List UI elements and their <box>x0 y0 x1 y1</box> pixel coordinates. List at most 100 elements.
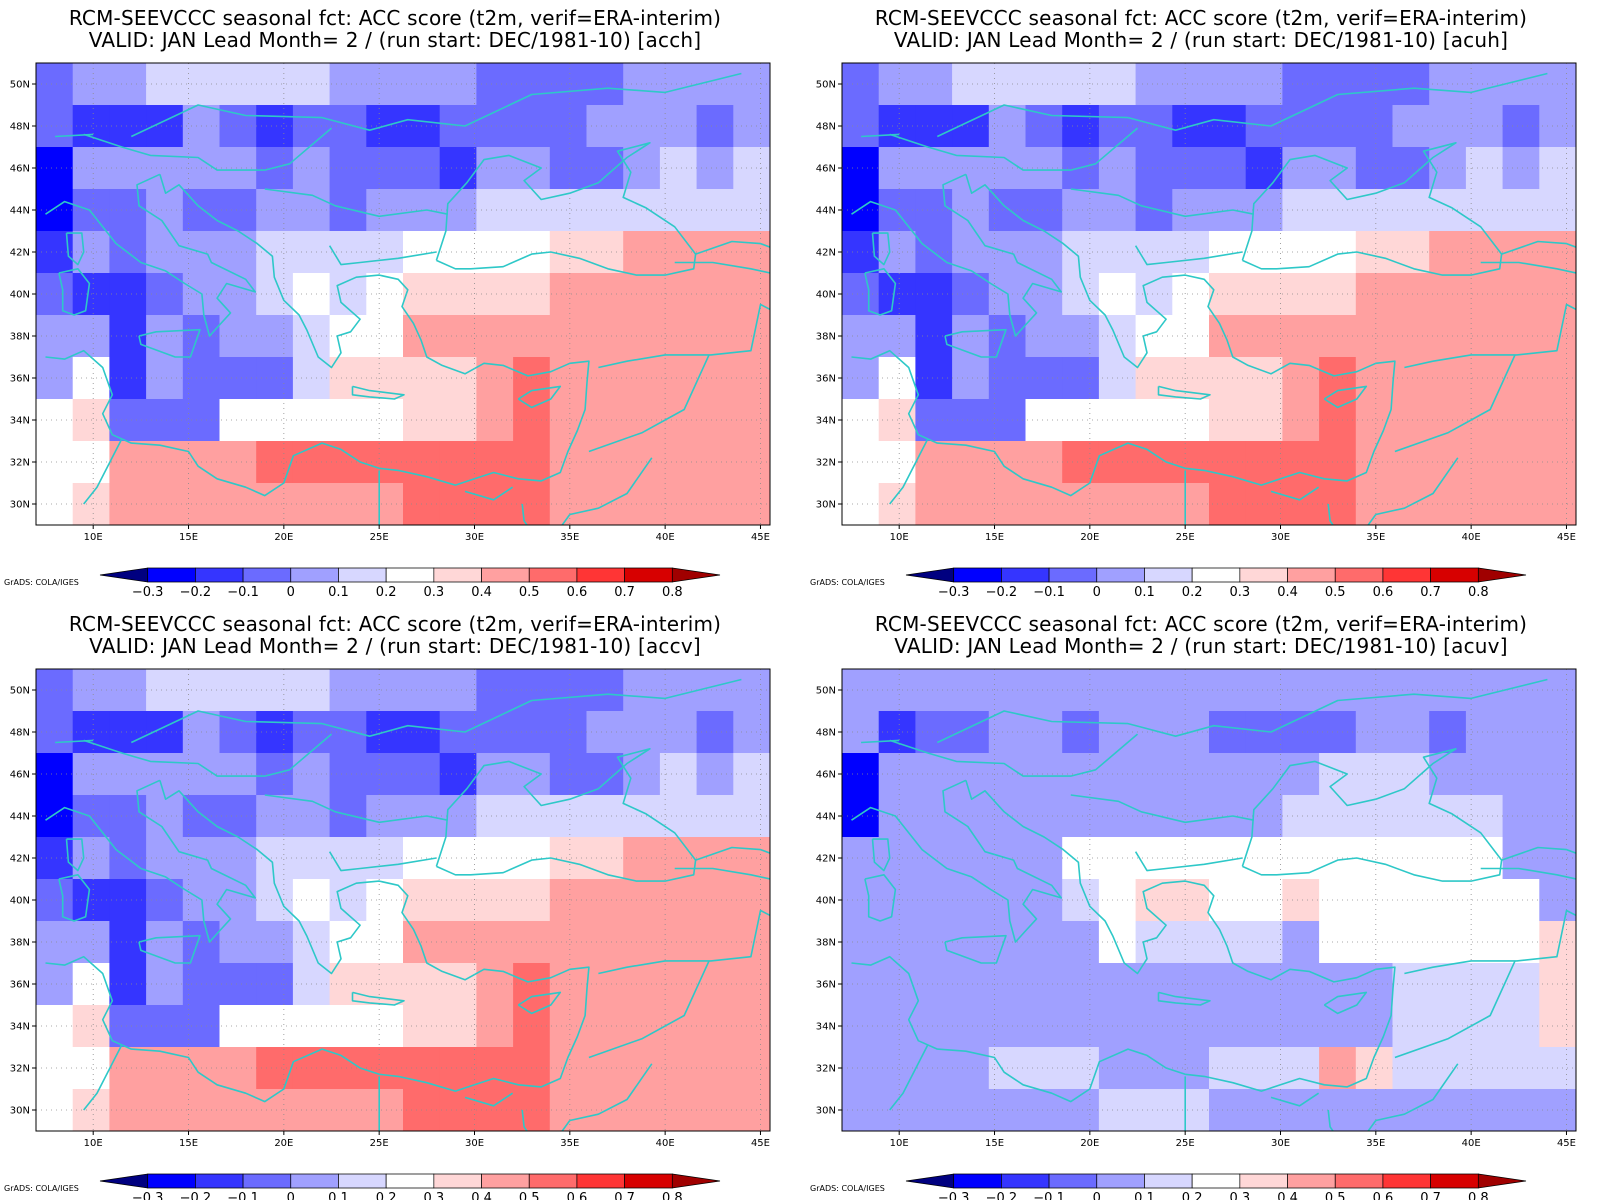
heatmap-cell <box>1062 315 1100 358</box>
heatmap-cell <box>366 63 404 106</box>
chart-title-line1: RCM-SEEVCCC seasonal fct: ACC score (t2m… <box>874 6 1528 30</box>
x-tick-label: 45E <box>751 532 770 543</box>
chart-title-line2: VALID: JAN Lead Month= 2 / (run start: D… <box>89 634 701 658</box>
heatmap-cell <box>1025 753 1063 796</box>
colorbar-tick-label: 0.2 <box>376 1191 397 1200</box>
heatmap-cell <box>915 1089 953 1131</box>
coastline <box>351 385 405 400</box>
colorbar-tick-label: 0.8 <box>662 1191 683 1200</box>
colorbar-segment <box>1144 567 1193 583</box>
heatmap-cell <box>952 147 990 190</box>
colorbar-segment <box>338 567 387 583</box>
colorbar: −0.3 −0.2 −0.1 0 0.1 0.2 0.3 0.4 0.5 0.6 0.7 0.8 <box>99 1173 721 1200</box>
heatmap-cell <box>366 189 404 232</box>
heatmap-cell <box>366 483 404 525</box>
heatmap-cell <box>1502 189 1540 232</box>
heatmap-cell <box>439 231 477 274</box>
colorbar-segment <box>433 1173 482 1189</box>
x-tick-label: 20E <box>1080 532 1099 543</box>
coastline <box>351 991 405 1006</box>
heatmap-cell <box>1172 753 1210 796</box>
x-tick-label: 40E <box>1462 532 1481 543</box>
heatmap-cell <box>1392 921 1430 964</box>
heatmap-cell <box>1392 147 1430 190</box>
coastline <box>517 991 562 1015</box>
heatmap-cell <box>1392 273 1430 316</box>
heatmap-cell <box>1245 315 1283 358</box>
heatmap-cell <box>366 231 404 274</box>
heatmap-cell <box>36 669 74 712</box>
heatmap-cell <box>146 1089 184 1131</box>
coastline <box>464 486 514 501</box>
heatmap-cell <box>146 753 184 796</box>
heatmap-cell <box>696 753 734 796</box>
heatmap-cells <box>842 63 1576 525</box>
heatmap-cell <box>842 753 880 796</box>
heatmap-cell <box>476 63 514 106</box>
heatmap-cell <box>366 441 404 484</box>
heatmap-cell <box>476 669 514 712</box>
heatmap-cell <box>1502 879 1540 922</box>
coastline <box>1241 748 1503 882</box>
heatmap-cell <box>329 921 367 964</box>
heatmap-cell <box>952 399 990 442</box>
colorbar-tick-label: 0.1 <box>1134 1191 1155 1200</box>
heatmap-cell <box>1172 189 1210 232</box>
heatmap-cell <box>1025 963 1063 1006</box>
heatmap-cell <box>439 921 477 964</box>
heatmap-cell <box>1062 483 1100 525</box>
heatmap-cell <box>329 711 367 754</box>
y-tick-label: 50N <box>10 686 30 697</box>
y-tick-label: 42N <box>816 248 836 259</box>
colorbar-segment <box>481 567 530 583</box>
coastline <box>695 846 770 861</box>
colorbar-tick-label: 0.5 <box>1325 1191 1346 1200</box>
heatmap-cell <box>329 315 367 358</box>
y-tick-label: 46N <box>816 770 836 781</box>
heatmap-cell <box>36 753 74 796</box>
heatmap-cell <box>1392 669 1430 712</box>
grads-credit: GrADS: COLA/IGES <box>810 1184 885 1193</box>
heatmap-cell <box>842 399 880 442</box>
heatmap-cell <box>842 921 880 964</box>
colorbar-tick-label: 0.8 <box>1468 1191 1489 1200</box>
chart-title-line1: RCM-SEEVCCC seasonal fct: ACC score (t2m… <box>68 612 722 636</box>
x-tick-label: 25E <box>1176 532 1195 543</box>
heatmap-cell <box>1502 669 1540 712</box>
heatmap-cell <box>219 105 257 148</box>
heatmap-cell <box>1025 147 1063 190</box>
colorbar-tick-label: 0.3 <box>424 1191 445 1200</box>
heatmap-cell <box>1062 441 1100 484</box>
colorbar-segment <box>1191 567 1241 583</box>
heatmap-cell <box>915 189 953 232</box>
coastline <box>936 72 1548 138</box>
heatmap-cell <box>1135 399 1173 442</box>
heatmap-cell <box>1135 231 1173 274</box>
heatmap-cell <box>1392 63 1430 106</box>
heatmap-cell <box>1172 483 1210 525</box>
heatmap-cell <box>109 399 147 442</box>
heatmap-cell <box>329 837 367 880</box>
coastline <box>130 678 742 744</box>
heatmap-cell <box>696 357 734 400</box>
colorbar-tick-label: 0.8 <box>1468 585 1489 600</box>
colorbar-tick-label: 0.3 <box>1230 585 1251 600</box>
colorbar-tick-label: 0.6 <box>567 1191 588 1200</box>
heatmap-cell <box>1502 963 1540 1006</box>
y-tick-label: 30N <box>816 1106 836 1117</box>
y-tick-label: 36N <box>816 374 836 385</box>
heatmap-cells <box>842 669 1576 1131</box>
heatmap-cell <box>146 315 184 358</box>
chart-title-line2: VALID: JAN Lead Month= 2 / (run start: D… <box>894 634 1508 658</box>
x-tick-label: 45E <box>751 1138 770 1149</box>
heatmap-cell <box>952 273 990 316</box>
heatmap-cell <box>1135 1089 1173 1131</box>
coastlines <box>45 72 770 525</box>
colorbar-segment <box>385 567 435 583</box>
colorbar-tick-label: −0.2 <box>180 1191 212 1200</box>
heatmap-cell <box>439 273 477 316</box>
x-tick-label: 15E <box>179 1138 198 1149</box>
heatmap-cell <box>696 921 734 964</box>
colorbar-segment <box>1096 1173 1145 1189</box>
coastline <box>569 1063 653 1122</box>
